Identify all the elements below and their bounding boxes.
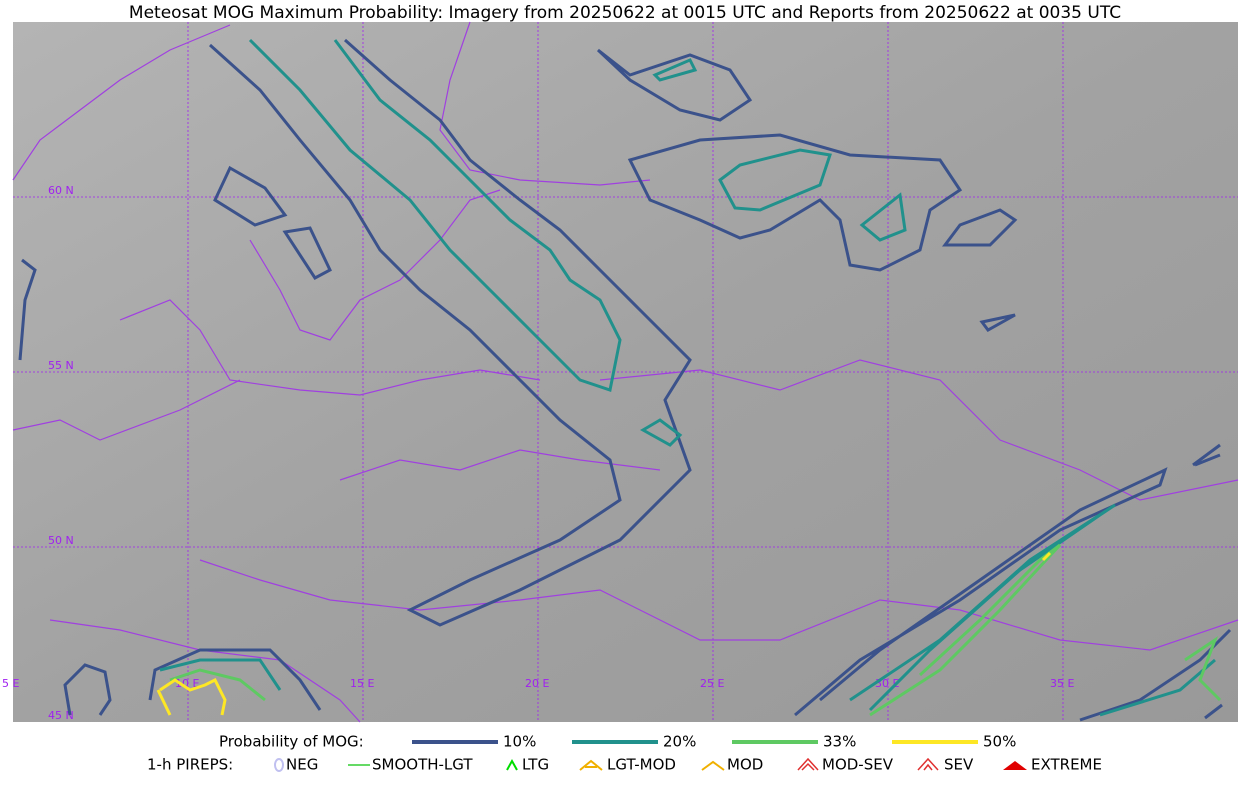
- pirep-icon: [506, 758, 518, 771]
- pirep-icon: [797, 757, 819, 771]
- legend-label: MOD: [727, 756, 763, 774]
- lon-label: 5 E: [2, 677, 19, 690]
- pirep-icon: [701, 760, 725, 771]
- legend-heading: Probability of MOG:: [219, 733, 364, 751]
- legend-label: 20%: [663, 733, 696, 751]
- legend-heading: 1-h PIREPS:: [147, 756, 233, 774]
- legend-label: EXTREME: [1031, 756, 1102, 774]
- legend: Probability of MOG: 10% 20% 33% 50% 1-h PIREP…: [147, 733, 1102, 774]
- pirep-icon: [1003, 761, 1027, 770]
- probability-contours: [18, 38, 1232, 722]
- pirep-icon: [917, 757, 939, 771]
- lon-label: 10 E: [175, 677, 199, 690]
- graticule: 5 E 10 E 15 E 20 E 25 E 30 E 35 E60 N55 N50 N4…: [2, 22, 1238, 722]
- pirep-icon: [579, 759, 603, 771]
- title: Meteosat MOG Maximum Probability: Imager…: [129, 3, 1121, 23]
- coastlines: [12, 21, 1239, 723]
- lat-label: 55 N: [48, 359, 74, 372]
- lon-label: 25 E: [700, 677, 724, 690]
- legend-label: 50%: [983, 733, 1016, 751]
- legend-label: SEV: [944, 756, 974, 774]
- lat-label: 60 N: [48, 184, 74, 197]
- legend-label: SMOOTH-LGT: [372, 756, 473, 774]
- legend-label: 10%: [503, 733, 536, 751]
- lat-label: 50 N: [48, 534, 74, 547]
- lon-label: 15 E: [350, 677, 374, 690]
- pirep-icon: [274, 758, 284, 772]
- lat-label: 45 N: [48, 709, 74, 722]
- legend-label: LTG: [522, 756, 549, 774]
- legend-label: 33%: [823, 733, 856, 751]
- lon-label: 20 E: [525, 677, 549, 690]
- legend-label: NEG: [286, 756, 318, 774]
- legend-label: LGT-MOD: [607, 756, 676, 774]
- lon-label: 35 E: [1050, 677, 1074, 690]
- legend-label: MOD-SEV: [822, 756, 894, 774]
